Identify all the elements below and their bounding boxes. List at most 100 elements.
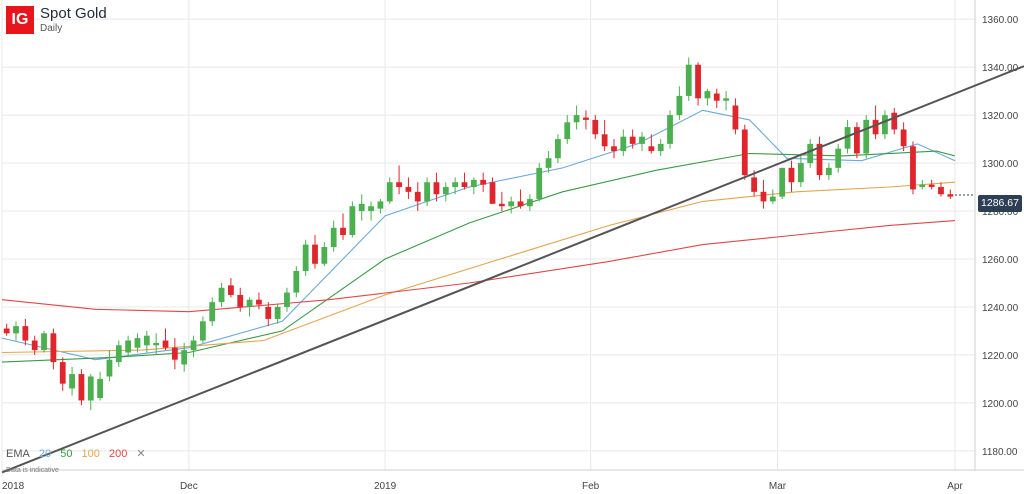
ig-logo: IG: [6, 6, 34, 34]
candle-body: [536, 167, 543, 200]
candle-body: [256, 299, 262, 305]
candle-body: [555, 139, 561, 159]
chart-subtitle: Daily: [40, 23, 63, 34]
candle-body: [386, 182, 393, 202]
y-tick-label: 1220.00: [982, 351, 1019, 362]
candle-body: [573, 115, 580, 123]
candle-body: [209, 302, 216, 322]
ema-50-label[interactable]: 50: [60, 448, 73, 460]
candle-body: [825, 167, 832, 176]
candle-body: [171, 347, 178, 360]
candle-body: [265, 306, 272, 319]
candle-body: [31, 340, 38, 351]
candle-body: [97, 378, 103, 399]
ema-legend: EMA 20 50 100 200 ✕: [6, 447, 152, 460]
candle-body: [620, 136, 627, 152]
candle-body: [106, 359, 113, 377]
trendline: [1, 65, 1024, 474]
candle-body: [872, 119, 879, 135]
candle-body: [769, 196, 776, 202]
candle-body: [153, 342, 160, 346]
candle-body: [13, 326, 19, 334]
candle-body: [414, 191, 421, 202]
candle-body: [41, 333, 47, 351]
candle-body: [732, 105, 739, 130]
close-icon[interactable]: ✕: [136, 448, 146, 460]
candle-body: [611, 146, 617, 152]
candle-body: [807, 143, 814, 164]
y-tick-label: 1300.00: [982, 159, 1019, 170]
candle-body: [900, 129, 907, 147]
candle-body: [508, 201, 515, 207]
candle-body: [788, 167, 795, 183]
ema-20-line: [1, 109, 956, 361]
candle-body: [125, 340, 132, 353]
candle-body: [947, 194, 954, 197]
candle-body: [938, 187, 944, 195]
y-tick-label: 1180.00: [982, 447, 1018, 458]
candle-body: [228, 285, 234, 295]
candle-body: [69, 374, 75, 389]
candle-body: [919, 184, 926, 188]
candle-body: [358, 203, 365, 212]
y-tick-label: 1260.00: [982, 255, 1019, 266]
ema-100-label[interactable]: 100: [81, 448, 100, 460]
candle-body: [713, 93, 720, 101]
candle-body: [461, 182, 468, 188]
candle-body: [274, 306, 281, 319]
ema-100-line: [1, 181, 956, 354]
candle-body: [517, 201, 524, 207]
candle-body: [657, 143, 664, 152]
candle-body: [293, 270, 300, 293]
candle-body: [667, 115, 673, 144]
candle-body: [78, 374, 85, 401]
candle-body: [87, 376, 94, 401]
candle-body: [377, 201, 384, 209]
x-tick-label: Mar: [769, 481, 787, 492]
x-tick-label: 2019: [374, 481, 397, 492]
candle-body: [368, 206, 374, 212]
candle-body: [321, 246, 328, 264]
y-tick-label: 1200.00: [982, 399, 1019, 410]
candle-body: [218, 287, 225, 303]
candle-body: [3, 328, 10, 334]
candle-body: [246, 299, 253, 307]
candle-body: [863, 119, 870, 154]
candle-body: [526, 199, 533, 207]
candle-body: [162, 340, 169, 348]
candle-body: [312, 244, 318, 264]
x-tick-label: Feb: [582, 481, 600, 492]
candle-body: [816, 143, 823, 176]
candle-body: [797, 163, 804, 183]
candle-body: [489, 182, 496, 204]
candle-body: [835, 148, 842, 168]
candle-body: [480, 179, 487, 185]
candle-body: [424, 182, 431, 202]
candle-body: [470, 179, 477, 188]
candle-body: [396, 182, 402, 188]
candle-body: [592, 119, 599, 135]
candle-body: [891, 112, 898, 130]
candle-body: [601, 134, 608, 147]
candle-body: [844, 127, 851, 149]
candle-body: [349, 206, 356, 235]
candle-body: [59, 362, 66, 384]
candle-body: [181, 350, 188, 365]
candle-body: [22, 326, 29, 341]
candle-body: [648, 146, 655, 152]
ema-label: EMA: [6, 448, 30, 460]
candle-body: [442, 187, 449, 195]
candle-body: [741, 129, 748, 176]
candle-body: [284, 292, 290, 307]
candle-body: [199, 321, 206, 341]
candle-body: [854, 127, 860, 154]
candle-body: [779, 167, 786, 197]
y-tick-label: 1240.00: [982, 303, 1019, 314]
ema-20-label[interactable]: 20: [38, 448, 52, 460]
ema-200-label[interactable]: 200: [108, 448, 128, 460]
candle-body: [498, 203, 505, 207]
last-price-badge: 1286.67: [978, 195, 1022, 212]
candle-body: [143, 335, 150, 346]
candle-body: [115, 345, 122, 363]
candle-body: [629, 136, 636, 144]
